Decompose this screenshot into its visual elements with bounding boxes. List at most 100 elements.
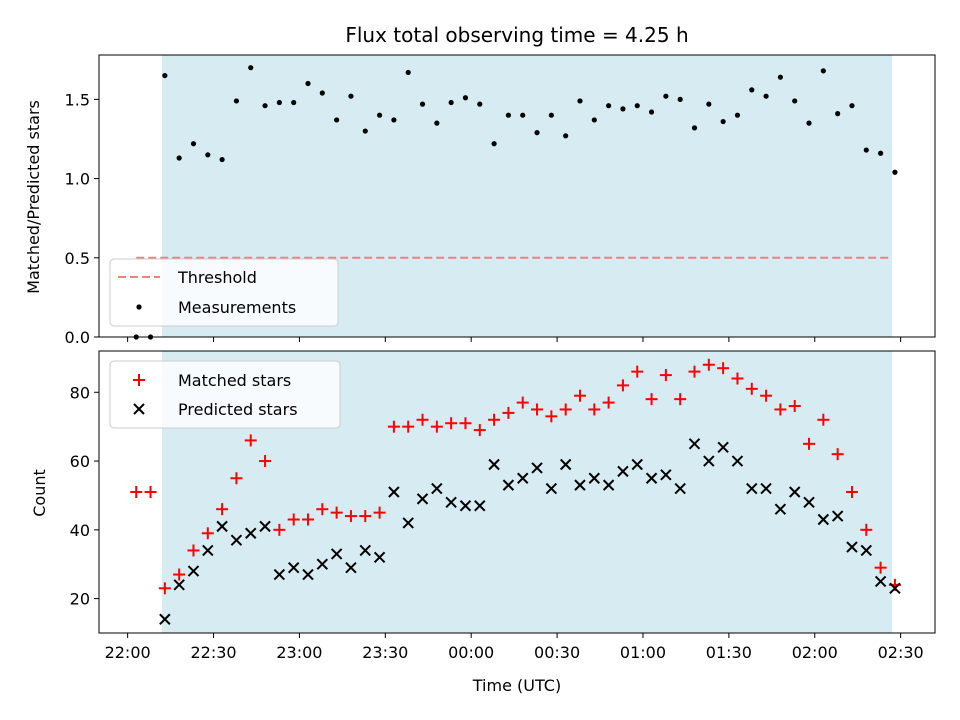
matched-stars-point (688, 365, 701, 378)
matched-stars-point (760, 389, 773, 402)
matched-stars-point (573, 389, 586, 402)
predicted-stars-point-b (259, 520, 271, 533)
predicted-stars-point-b (545, 482, 558, 495)
predicted-stars-point (660, 469, 672, 481)
matched-stars-point (187, 544, 200, 557)
measurement-point (219, 156, 225, 163)
predicted-stars-point (316, 558, 329, 570)
measurement-point (276, 99, 282, 106)
matched-stars-point (287, 513, 300, 526)
x-tick-label: 22:30 (190, 643, 236, 662)
x-tick-label: 02:00 (792, 643, 838, 662)
x-tick-label: 02:30 (878, 643, 924, 662)
predicted-stars-point-b (173, 579, 185, 591)
measurement-point (634, 103, 640, 109)
matched-stars-point (430, 420, 443, 433)
predicted-stars-point-b (388, 486, 400, 498)
matched-stars-point (330, 506, 343, 519)
predicted-stars-point (645, 472, 658, 484)
predicted-stars-point-b (731, 455, 744, 467)
predicted-stars-point-b (602, 479, 615, 491)
matched-stars-point (516, 396, 529, 409)
predicted-stars-point (459, 500, 472, 512)
top-y-axis-label: Matched/Predicted stars (24, 100, 43, 294)
matched-stars-point (359, 510, 372, 523)
predicted-stars-point-b (874, 575, 887, 588)
top-axes-frame (98, 54, 936, 338)
measurements-legend-label: Measurements (178, 298, 296, 317)
predicted-stars-point (617, 465, 629, 478)
predicted-stars-point (202, 544, 214, 557)
predicted-stars-point (846, 541, 858, 553)
predicted-stars-point (345, 561, 357, 574)
predicted-stars-point-b (273, 568, 286, 581)
predicted-stars-point (359, 544, 371, 557)
measurement-point (505, 112, 512, 118)
measurement-point (863, 147, 869, 153)
predicted-stars-point (159, 613, 171, 625)
predicted-stars-point (187, 565, 200, 577)
predicted-stars-point (517, 472, 529, 484)
measurement-point (892, 169, 898, 175)
predicted-stars-point (431, 482, 443, 495)
predicted-stars-point (502, 479, 515, 491)
bottom-axes-frame (98, 350, 936, 634)
measurement-point (233, 98, 240, 104)
measurement-point (391, 117, 397, 123)
predicted-stars-point-b (187, 565, 200, 577)
matched-stars-point (845, 486, 858, 498)
bottom-y-tick-label: 20 (70, 590, 90, 609)
matched-stars-point (273, 523, 286, 536)
matched-stars-point (173, 568, 186, 581)
bottom-y-tick-label: 40 (70, 521, 90, 540)
matched-stars-point (531, 403, 544, 416)
x-tick-label: 22:00 (105, 643, 151, 662)
predicted-stars-point-b (688, 438, 701, 450)
measurement-point (563, 133, 569, 139)
matched-stars-point (387, 420, 400, 433)
predicted-stars-point (230, 534, 243, 546)
measurement-point (749, 87, 755, 93)
predicted-stars-point-b (159, 613, 171, 625)
measurement-point (190, 141, 197, 147)
bottom-series-matched-stars (130, 358, 901, 595)
matched-stars-point (130, 486, 143, 498)
predicted-stars-point (216, 520, 228, 533)
measurement-point (462, 95, 469, 101)
predicted-stars-point-b (345, 561, 357, 574)
measurement-point (677, 96, 683, 102)
matched-stars-point (874, 561, 887, 574)
predicted-stars-point-b (674, 482, 686, 495)
predicted-stars-point-b (302, 568, 314, 581)
predicted-stars-point-b (617, 465, 629, 478)
predicted-stars-point-b (774, 503, 787, 515)
matched-stars-point (788, 400, 801, 413)
matched-stars-point (416, 413, 429, 426)
matched-stars-point (244, 434, 257, 447)
measurement-point (577, 98, 583, 104)
measurement-point (763, 93, 769, 99)
predicted-stars-point-b (860, 544, 872, 557)
measurement-point (734, 112, 741, 118)
measurement-point (319, 90, 325, 96)
predicted-stars-point (731, 455, 744, 467)
predicted-stars-point (245, 527, 257, 539)
matched-stars-point (831, 448, 844, 461)
predicted-stars-point (688, 438, 701, 450)
measurement-point (405, 69, 411, 76)
predicted-legend-swatch (133, 403, 145, 415)
bottom-legend-frame (109, 360, 341, 429)
matched-stars-point (216, 503, 229, 516)
matched-stars-point (803, 437, 816, 450)
predicted-stars-point-b (574, 479, 586, 491)
measurement-point (419, 101, 426, 107)
predicted-stars-point-b (474, 500, 486, 512)
matched-stars-point (616, 379, 629, 392)
predicted-stars-point (831, 510, 844, 522)
predicted-stars-point (803, 496, 815, 509)
predicted-stars-point (330, 548, 343, 560)
matched-stars-point (860, 523, 873, 536)
matched-legend-swatch (133, 374, 145, 386)
matched-stars-point (717, 362, 730, 375)
